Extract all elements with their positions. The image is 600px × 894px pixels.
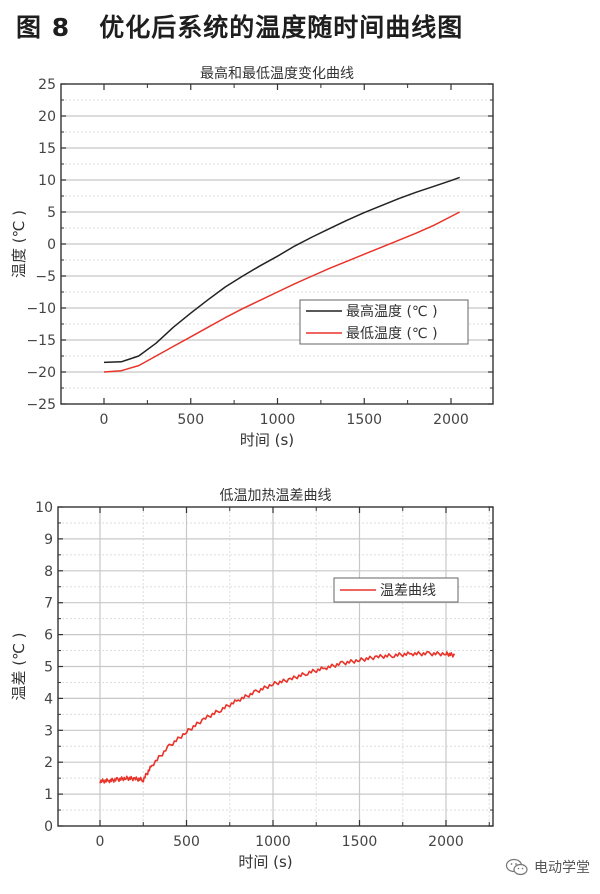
y-tick-label: 5 [44, 660, 53, 676]
y-tick-label: 6 [44, 628, 53, 644]
legend-label: 最高温度 (℃ ) [346, 303, 438, 320]
x-tick-label: 0 [100, 412, 109, 428]
y-tick-label: −15 [26, 333, 56, 349]
y-tick-label: 2 [44, 755, 53, 771]
figure-title: 图 8 优化后系统的温度随时间曲线图 [16, 13, 464, 42]
series-line [99, 650, 456, 784]
y-tick-label: 10 [35, 500, 53, 516]
y-tick-label: −20 [26, 365, 56, 381]
watermark-text: 电动学堂 [534, 860, 590, 876]
max-min-temperature-chart: −25 −20 −15 −10 −5 0 5 10 15 20 25 0 500 1000 1500 2000… [10, 65, 494, 449]
y-axis-label: 温差 (℃ ) [10, 632, 28, 700]
y-tick-label: 8 [44, 564, 53, 580]
x-tick-label: 0 [96, 834, 105, 850]
x-tick-label: 500 [173, 834, 200, 850]
y-axis-label: 温度 (℃ ) [10, 210, 28, 278]
y-tick-label: 1 [44, 787, 53, 803]
chart-title: 最高和最低温度变化曲线 [200, 65, 354, 82]
y-tick-label: 9 [44, 532, 53, 548]
y-tick-label: −25 [26, 397, 56, 413]
y-tick-label: 5 [47, 205, 56, 221]
y-tick-label: 4 [44, 691, 53, 707]
y-tick-label: 10 [38, 173, 56, 189]
legend: 最高温度 (℃ ) 最低温度 (℃ ) [299, 299, 469, 345]
legend-label: 最低温度 (℃ ) [346, 326, 438, 342]
y-tick-label: 20 [38, 109, 56, 125]
x-tick-label: 1500 [342, 834, 378, 850]
x-tick-label: 2000 [433, 412, 469, 428]
x-tick-label: 1000 [255, 834, 291, 850]
x-axis-label: 时间 (s) [240, 431, 294, 449]
y-tick-label: 7 [44, 596, 53, 612]
x-tick-label: 1500 [346, 412, 382, 428]
x-axis-label: 时间 (s) [238, 853, 292, 871]
y-tick-label: −5 [35, 269, 56, 285]
x-tick-label: 500 [177, 412, 204, 428]
watermark: 电动学堂 [505, 857, 590, 877]
x-tick-label: 2000 [428, 834, 464, 850]
wechat-icon [505, 858, 529, 876]
x-tick-label: 1000 [260, 412, 296, 428]
y-tick-label: −10 [26, 301, 56, 317]
legend: 温差曲线 [333, 577, 459, 603]
series-line [103, 176, 460, 364]
y-tick-label: 0 [44, 819, 53, 835]
series-line [103, 211, 461, 373]
chart-title: 低温加热温差曲线 [220, 488, 332, 504]
y-tick-label: 3 [44, 723, 53, 739]
legend-label: 温差曲线 [380, 583, 436, 599]
y-tick-label: 0 [47, 237, 56, 253]
y-tick-label: 25 [38, 77, 56, 93]
y-tick-label: 15 [38, 141, 56, 157]
